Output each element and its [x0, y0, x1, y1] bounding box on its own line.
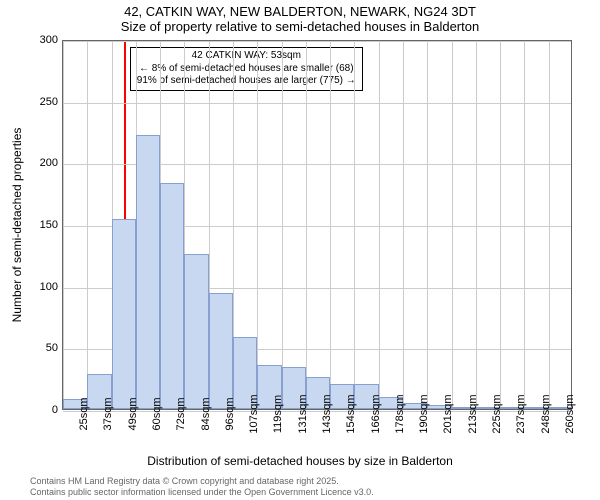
ytick-label: 300 [28, 34, 58, 46]
xtick-label: 60sqm [151, 397, 163, 430]
grid-line-v [63, 41, 64, 409]
histogram-bar [209, 293, 233, 409]
histogram-bar [112, 219, 136, 409]
xtick-label: 248sqm [540, 394, 552, 433]
grid-line-v [524, 41, 525, 409]
histogram-bar [136, 135, 160, 409]
xtick-label: 25sqm [78, 397, 90, 430]
histogram-bar [184, 254, 208, 409]
ytick-label: 250 [28, 96, 58, 108]
xtick-label: 178sqm [394, 394, 406, 433]
footer-attribution: Contains HM Land Registry data © Crown c… [30, 476, 374, 498]
xtick-label: 237sqm [515, 394, 527, 433]
xtick-label: 37sqm [102, 397, 114, 430]
xtick-label: 96sqm [224, 397, 236, 430]
xtick-label: 84sqm [200, 397, 212, 430]
xtick-label: 166sqm [370, 394, 382, 433]
annotation-box: 42 CATKIN WAY: 53sqm ← 8% of semi-detach… [130, 47, 363, 91]
grid-line-v [549, 41, 550, 409]
annotation-line-3: 91% of semi-detached houses are larger (… [137, 75, 356, 88]
grid-line-v [403, 41, 404, 409]
title-line-1: 42, CATKIN WAY, NEW BALDERTON, NEWARK, N… [0, 4, 600, 19]
xtick-label: 190sqm [418, 394, 430, 433]
ytick-label: 50 [28, 342, 58, 354]
grid-line-v [427, 41, 428, 409]
annotation-line-1: 42 CATKIN WAY: 53sqm [137, 50, 356, 63]
xtick-label: 49sqm [127, 397, 139, 430]
grid-line-v [354, 41, 355, 409]
xtick-label: 225sqm [491, 394, 503, 433]
histogram-chart: 42 CATKIN WAY: 53sqm ← 8% of semi-detach… [62, 40, 572, 410]
grid-line-v [330, 41, 331, 409]
xtick-label: 201sqm [442, 394, 454, 433]
xtick-label: 143sqm [321, 394, 333, 433]
histogram-bar [160, 183, 184, 409]
grid-line-v [500, 41, 501, 409]
chart-title-block: 42, CATKIN WAY, NEW BALDERTON, NEWARK, N… [0, 0, 600, 34]
grid-line-v [257, 41, 258, 409]
xtick-label: 72sqm [175, 397, 187, 430]
grid-line-v [87, 41, 88, 409]
xtick-label: 131sqm [297, 394, 309, 433]
grid-line-v [306, 41, 307, 409]
grid-line-v [476, 41, 477, 409]
grid-line-v [379, 41, 380, 409]
xtick-label: 107sqm [248, 394, 260, 433]
xtick-label: 154sqm [345, 394, 357, 433]
x-axis-label: Distribution of semi-detached houses by … [0, 454, 600, 468]
annotation-line-2: ← 8% of semi-detached houses are smaller… [137, 63, 356, 76]
grid-line-v [282, 41, 283, 409]
xtick-label: 260sqm [564, 394, 576, 433]
title-line-2: Size of property relative to semi-detach… [0, 19, 600, 34]
xtick-label: 213sqm [467, 394, 479, 433]
grid-line-h [63, 41, 571, 42]
y-axis-label: Number of semi-detached properties [10, 128, 24, 323]
footer-line-1: Contains HM Land Registry data © Crown c… [30, 476, 374, 487]
ytick-label: 200 [28, 157, 58, 169]
grid-line-v [452, 41, 453, 409]
xtick-label: 119sqm [272, 395, 284, 433]
ytick-label: 150 [28, 219, 58, 231]
grid-line-h [63, 103, 571, 104]
ytick-label: 100 [28, 281, 58, 293]
ytick-label: 0 [28, 404, 58, 416]
footer-line-2: Contains public sector information licen… [30, 487, 374, 498]
